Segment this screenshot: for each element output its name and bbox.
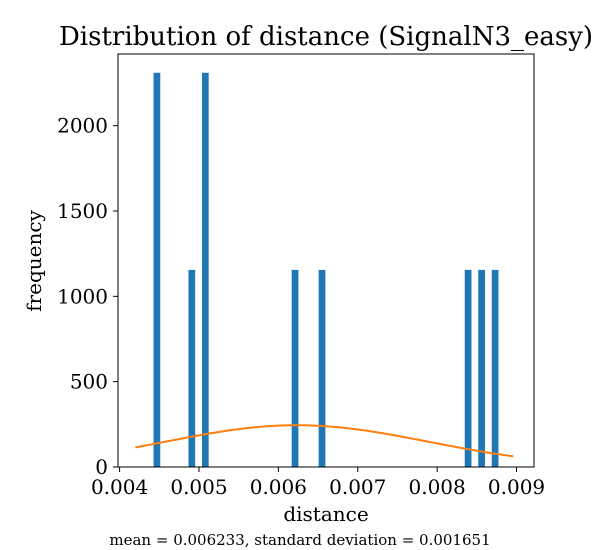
statistics-caption: mean = 0.006233, standard deviation = 0.…: [109, 531, 490, 549]
histogram-bar-2: [188, 269, 196, 467]
histogram-bar-8: [491, 269, 499, 467]
histogram-bar-1: [153, 72, 161, 468]
plot-area: [117, 53, 535, 468]
y-tick-label: 2000: [57, 114, 108, 138]
y-tick-label: 1000: [57, 284, 108, 308]
x-tick-label: 0.006: [250, 475, 307, 499]
histogram-bar-3: [201, 72, 209, 468]
x-tick-label: 0.004: [91, 475, 148, 499]
y-tick-label: 0: [95, 455, 108, 479]
x-tick-label: 0.008: [409, 475, 466, 499]
histogram-bar-7: [478, 269, 485, 467]
histogram-bar-5: [318, 269, 326, 467]
x-axis: 0.004 0.005 0.006 0.007 0.008 0.009: [91, 467, 545, 499]
histogram-bar-4: [291, 269, 299, 467]
normal-fit-curve: [135, 424, 514, 458]
histogram-bar-6: [464, 269, 472, 467]
x-tick-label: 0.005: [170, 475, 227, 499]
plot-frame: [117, 53, 535, 468]
y-axis-label: frequency: [22, 209, 46, 311]
x-tick-label: 0.007: [329, 475, 386, 499]
x-axis-label: distance: [283, 502, 368, 526]
x-tick-label: 0.009: [488, 475, 545, 499]
y-axis: 0 500 1000 1500 2000: [57, 114, 118, 479]
y-tick-label: 1500: [57, 199, 108, 223]
chart-title: Distribution of distance (SignalN3_easy): [59, 22, 593, 52]
y-tick-label: 500: [70, 370, 108, 394]
bars-group: [153, 72, 499, 468]
